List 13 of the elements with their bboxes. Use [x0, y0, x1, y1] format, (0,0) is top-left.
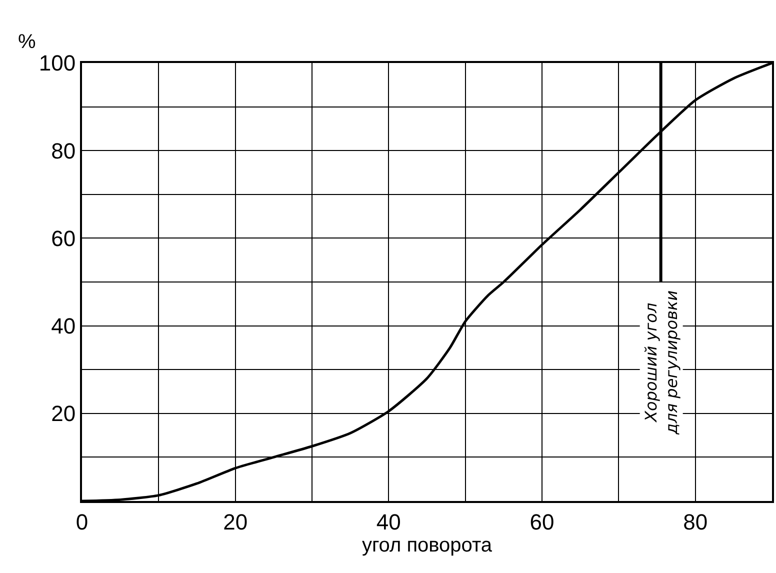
y-tick-label: 60: [51, 226, 76, 251]
y-tick-label: 100: [38, 50, 76, 76]
y-tick-label: 20: [51, 401, 76, 426]
y-tick-label: 80: [51, 138, 76, 164]
x-tick-label: 40: [376, 509, 401, 534]
x-tick-label: 60: [530, 509, 554, 534]
x-axis-title: угол поворота: [362, 534, 493, 556]
x-tick-label: 80: [683, 509, 708, 534]
y-tick-label: 40: [51, 314, 76, 338]
annotation: Хороший угол для регулировки: [641, 290, 682, 436]
y-axis-title: %: [18, 31, 36, 53]
x-tick-label: 0: [76, 509, 88, 534]
x-tick-label: 20: [223, 509, 248, 534]
